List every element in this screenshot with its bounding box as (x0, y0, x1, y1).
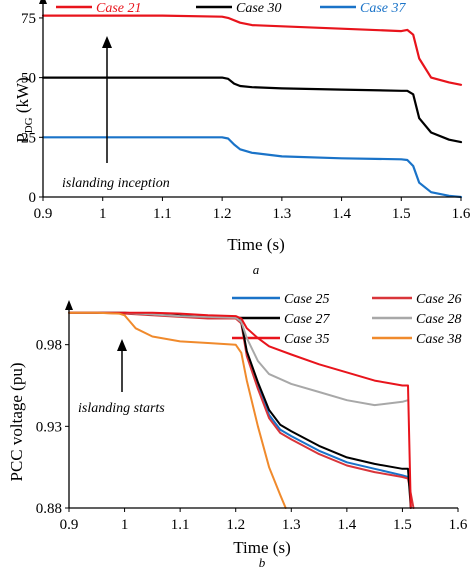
chart-b-annotation: islanding starts (78, 401, 165, 416)
legend-label: Case 38 (416, 332, 462, 347)
chart-b-legend: Case 25 Case 26 Case 27 Case 28 Case 35 Case … (232, 292, 462, 347)
x-tick-label: 1.6 (452, 206, 471, 222)
series-line-case-28 (68, 311, 409, 407)
x-tick-label: 1.5 (392, 206, 411, 222)
chart-a-axes: 0.9 1 1.1 1.2 1.3 1.4 1.5 1.6 0 25 50 75 (21, 0, 471, 222)
chart-a-xlabel: Time (s) (227, 235, 284, 254)
y-tick-label: 0.98 (36, 338, 62, 354)
legend-label: Case 25 (284, 292, 330, 307)
series-line-case-35 (68, 311, 412, 509)
series-line-case-30 (41, 76, 463, 144)
chart-a-series-group (41, 14, 463, 199)
x-tick-label: 1 (99, 206, 107, 222)
y-tick-label: 0 (29, 190, 37, 206)
x-tick-label: 1.3 (272, 206, 291, 222)
x-tick-label: 1 (121, 517, 129, 533)
x-tick-label: 0.9 (34, 206, 53, 222)
legend-label: Case 21 (96, 1, 142, 16)
chart-a-ylabel-unit: (kW) (13, 77, 32, 117)
chart-b: Case 25 Case 26 Case 27 Case 28 Case 35 Case … (7, 292, 468, 569)
legend-label: Case 26 (416, 292, 462, 307)
chart-a-ylabel: PDG (kW) (13, 77, 35, 142)
y-tick-label: 0.93 (36, 419, 62, 435)
x-tick-label: 1.5 (393, 517, 412, 533)
x-tick-label: 1.1 (153, 206, 172, 222)
legend-label: Case 37 (360, 1, 407, 16)
legend-label: Case 30 (236, 1, 282, 16)
series-line-case-21 (41, 14, 463, 86)
chart-b-xlabel: Time (s) (233, 538, 290, 557)
chart-b-series-group (68, 311, 415, 509)
legend-label: Case 27 (284, 312, 331, 327)
chart-b-axes: 0.9 1 1.1 1.2 1.3 1.4 1.5 1.6 0.88 0.93 0.98 (36, 300, 468, 533)
x-tick-label: 1.2 (226, 517, 245, 533)
x-tick-label: 1.3 (282, 517, 301, 533)
x-tick-label: 0.9 (60, 517, 79, 533)
x-tick-label: 1.2 (213, 206, 232, 222)
chart-a: Case 21 Case 30 Case 37 0.9 1 1.1 1.2 1.3 1.4 1.… (13, 0, 471, 277)
x-tick-label: 1.1 (171, 517, 190, 533)
series-line-case-38 (68, 311, 287, 509)
chart-b-caption: b (259, 555, 266, 569)
chart-a-annotation-arrow (102, 36, 112, 163)
y-tick-label: 50 (21, 71, 36, 87)
y-tick-label: 75 (21, 11, 36, 27)
y-tick-label: 0.88 (36, 501, 62, 517)
chart-a-ylabel-sub: DG (23, 117, 35, 133)
chart-a-annotation: islanding inception (62, 176, 170, 191)
x-tick-label: 1.4 (332, 206, 351, 222)
y-axis-arrowhead (39, 0, 47, 4)
x-tick-label: 1.6 (449, 517, 468, 533)
chart-b-ylabel: PCC voltage (pu) (7, 363, 26, 482)
chart-a-legend: Case 21 Case 30 Case 37 (56, 1, 407, 16)
chart-a-caption: a (253, 262, 260, 277)
chart-b-annotation-arrow (117, 339, 127, 392)
y-tick-label: 25 (21, 130, 36, 146)
legend-label: Case 35 (284, 332, 330, 347)
legend-label: Case 28 (416, 312, 462, 327)
chart-a-ylabel-main: P (13, 133, 32, 142)
x-tick-label: 1.4 (337, 517, 356, 533)
series-line-case-37 (41, 136, 463, 199)
y-axis-arrowhead (65, 300, 73, 310)
